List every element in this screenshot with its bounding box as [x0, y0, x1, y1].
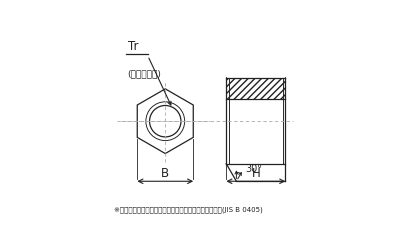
- Text: (両稴面取り): (両稴面取り): [127, 69, 161, 78]
- Text: ※指示なき寸法公差：削り加工寸法の普通許容差・中級(JIS B 0405): ※指示なき寸法公差：削り加工寸法の普通許容差・中級(JIS B 0405): [114, 206, 263, 213]
- Bar: [226, 78, 285, 99]
- Text: H: H: [252, 167, 260, 180]
- Text: B: B: [161, 167, 169, 180]
- Text: 30°: 30°: [246, 164, 262, 174]
- Text: Tr: Tr: [128, 40, 138, 53]
